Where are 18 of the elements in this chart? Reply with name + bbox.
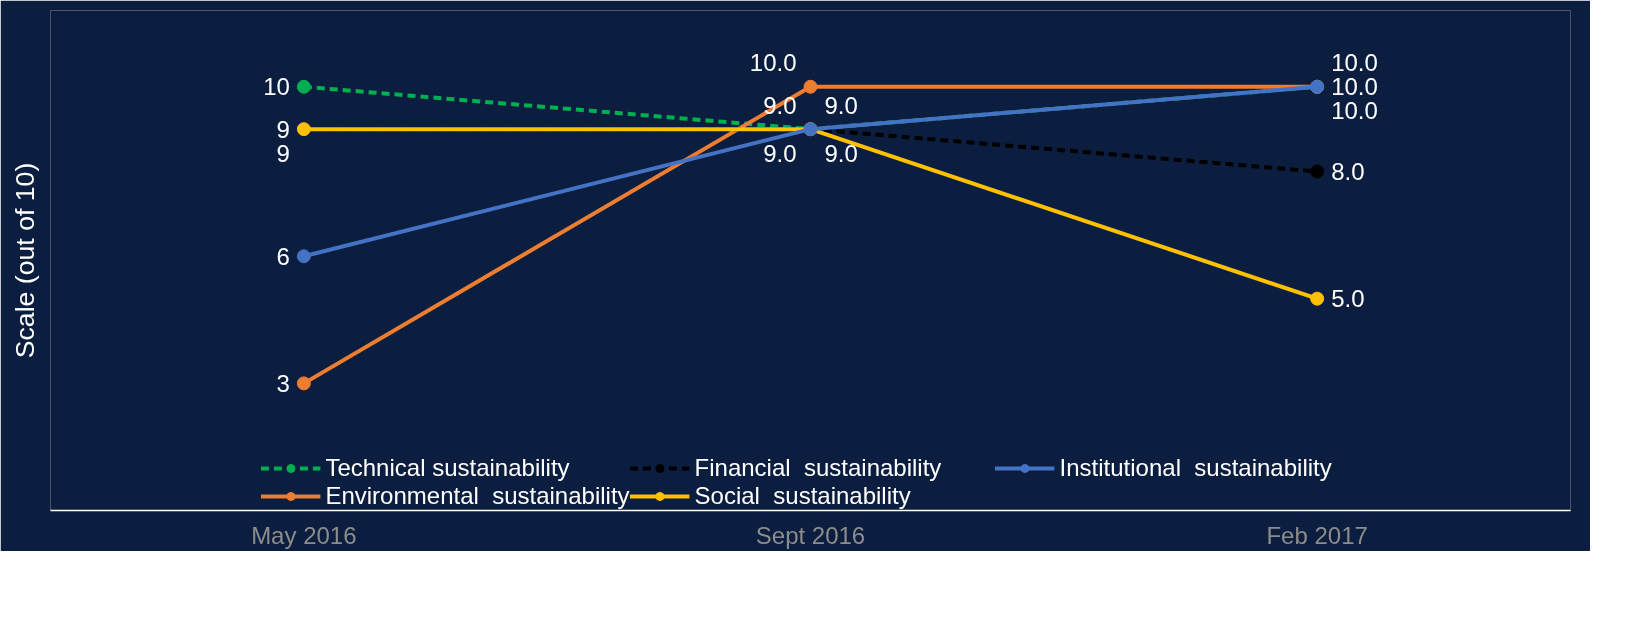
legend-label: Social sustainability	[694, 482, 912, 510]
x-tick-label: Sept 2016	[755, 521, 866, 549]
data-label: 3	[276, 369, 290, 397]
data-label: 6	[276, 242, 290, 270]
x-tick-label: Feb 2017	[1266, 521, 1368, 549]
data-label: 5.0	[1331, 285, 1365, 313]
legend-label: Environmental sustainability	[325, 482, 630, 510]
y-axis-title: Scale (out of 10)	[9, 162, 40, 359]
legend-label: Technical sustainability	[325, 454, 571, 482]
data-label: 8.0	[1331, 158, 1365, 186]
data-label: 9.0	[824, 91, 858, 119]
x-tick-label: May 2016	[251, 521, 357, 549]
data-label: 10.0	[749, 49, 797, 77]
data-label: 9.0	[824, 139, 858, 167]
legend-label: Financial sustainability	[694, 454, 943, 482]
data-label: 9.0	[763, 139, 797, 167]
legend-label: Institutional sustainability	[1059, 454, 1333, 482]
data-label: 10	[263, 73, 290, 101]
